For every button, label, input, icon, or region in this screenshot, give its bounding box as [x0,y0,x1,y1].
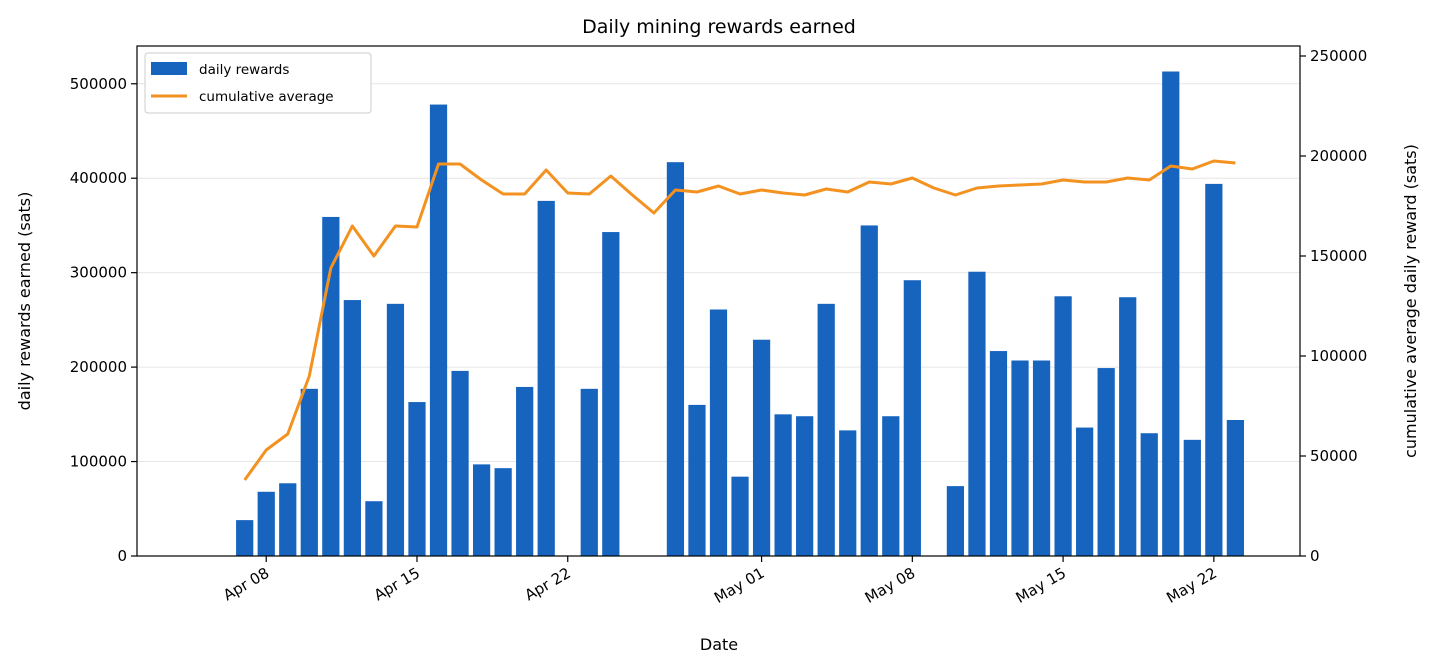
bar [817,303,835,556]
x-tick-label: May 01 [711,564,768,607]
bar [774,414,792,556]
bar [343,300,361,556]
bar [1205,183,1223,556]
chart-title: Daily mining rewards earned [582,16,856,38]
y2-tick-label: 150000 [1310,247,1367,265]
x-tick-label: May 08 [862,564,919,607]
x-tick-label: May 15 [1013,564,1070,607]
bar [322,216,340,556]
bar [494,468,512,556]
bar [731,476,749,556]
x-tick-label: May 22 [1163,564,1220,607]
legend-box [144,52,372,114]
bar [1162,71,1180,556]
bar [796,416,814,556]
bar [882,416,900,556]
legend-swatch-daily-rewards [151,62,187,75]
y2-axis-title: cumulative average daily reward (sats) [1401,144,1420,458]
y2-tick-label: 250000 [1310,47,1367,65]
bar [451,370,469,556]
bar [989,351,1008,556]
bar [752,339,771,556]
bar [1097,368,1115,556]
y-tick-label: 400000 [70,169,127,187]
y-tick-label: 500000 [70,75,127,93]
x-tick-label: Apr 08 [220,564,272,604]
legend: daily rewards cumulative average [144,52,372,114]
bar [666,162,685,556]
x-axis: Apr 08 Apr 15 Apr 22 May 01 May 08 May 15 May … [220,556,1220,607]
bar [472,464,491,556]
legend-label-daily-rewards: daily rewards [199,62,289,78]
bar-series-daily-rewards [236,71,1245,557]
x-tick-label: Apr 15 [371,564,423,604]
bar [1076,427,1094,556]
y2-tick-label: 100000 [1310,347,1367,365]
cumulative-average-line [243,159,1236,481]
bar [688,404,706,556]
bar [257,491,275,556]
bar [1054,296,1072,556]
bar [516,386,534,556]
bar [537,200,555,556]
y-tick-label: 300000 [70,264,127,282]
bar [709,309,728,556]
bar [1119,297,1137,556]
x-axis-title: Date [700,635,738,654]
line-series-cumulative-average [243,159,1236,481]
bar [236,520,254,556]
y2-tick-label: 50000 [1310,447,1358,465]
y2-tick-label: 0 [1310,547,1320,565]
bar [365,501,383,556]
bar [839,430,857,556]
bar [968,271,986,556]
plot-frame [136,45,1301,557]
bar [429,104,448,557]
x-tick-label: Apr 22 [522,564,574,604]
bar [946,486,965,556]
y-tick-label: 200000 [70,358,127,376]
y2-tick-label: 200000 [1310,147,1367,165]
bar [1183,439,1201,556]
y-tick-label: 100000 [70,453,127,471]
bar [279,483,297,556]
bar [602,232,620,557]
bar [300,388,318,556]
bar [1032,360,1051,556]
bar [903,280,921,556]
y-axis-right: 0 50000 100000 150000 200000 250000 [1300,47,1367,565]
bar [386,303,405,556]
bar [1011,360,1029,556]
bar [1140,433,1158,556]
y-tick-label: 0 [117,547,127,565]
legend-label-cumulative-average: cumulative average [199,89,334,105]
bar [580,388,598,556]
bar [1226,420,1245,556]
bar [860,225,878,556]
bar [408,402,426,556]
y-axis-title: daily rewards earned (sats) [15,192,34,411]
y-axis-left: 0 100000 200000 300000 400000 500000 [70,75,137,565]
